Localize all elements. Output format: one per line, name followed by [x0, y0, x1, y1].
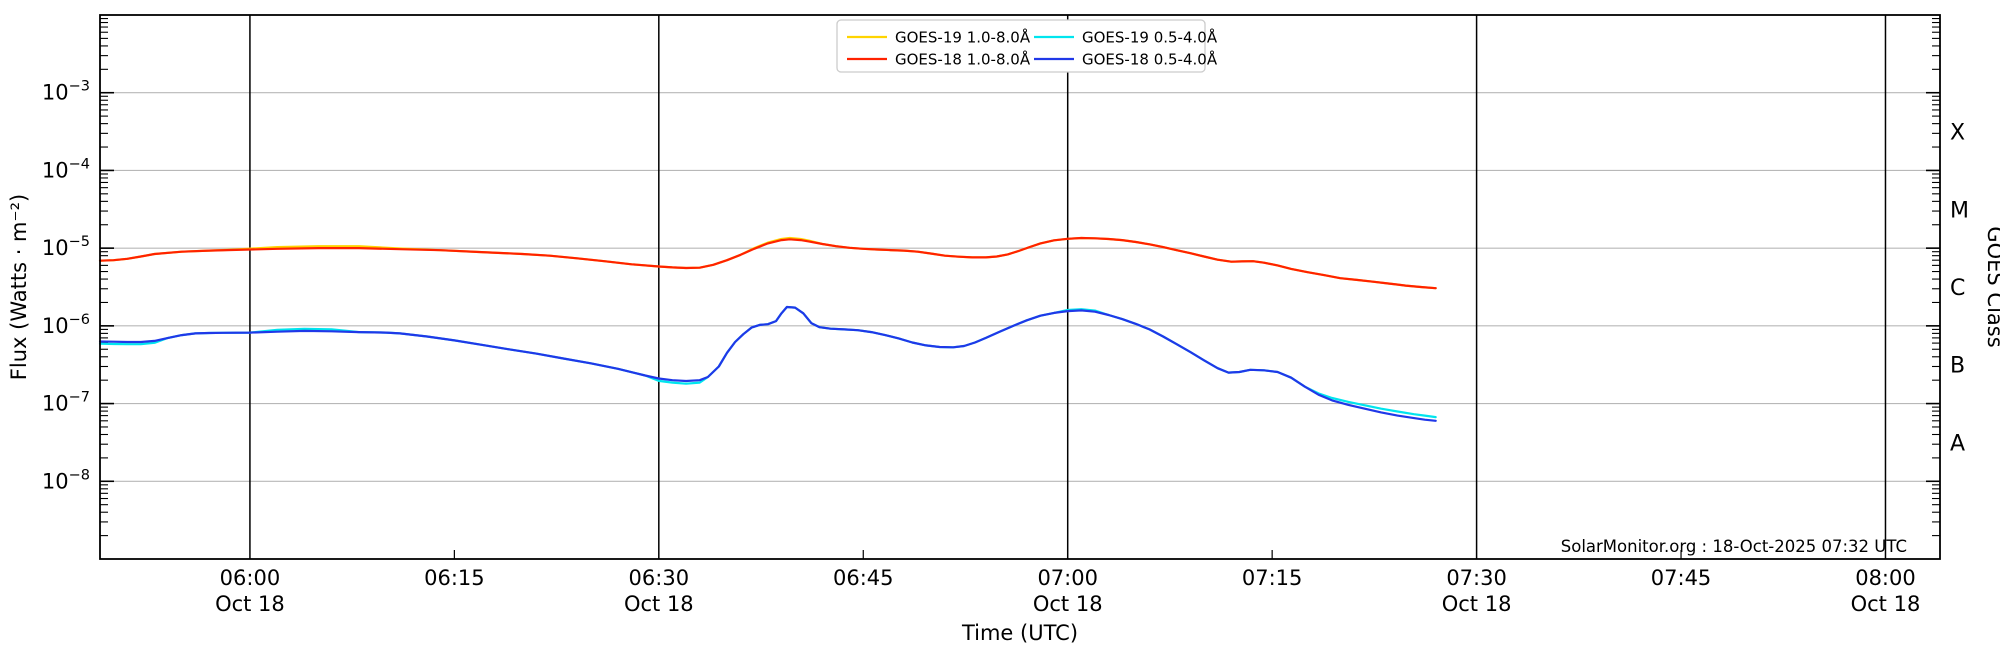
x-tick-time-label: 06:00	[220, 566, 281, 590]
x-tick-time-label: 06:15	[424, 566, 485, 590]
y-tick-label: 10−3	[42, 79, 90, 105]
series-goes-19-1.0-8.0-	[98, 236, 1437, 290]
y-axis-title: Flux (Watts · m⁻²)	[7, 194, 31, 380]
legend-label: GOES-19 1.0-8.0Å	[895, 28, 1031, 47]
goes-class-label: M	[1950, 198, 1969, 223]
x-tick-date-label: Oct 18	[1851, 592, 1921, 616]
legend-box	[836, 19, 1206, 73]
source-annotation: SolarMonitor.org : 18-Oct-2025 07:32 UTC	[1561, 537, 1907, 556]
series-goes-18-0.5-4.0-	[98, 305, 1437, 422]
x-tick-time-label: 07:30	[1446, 566, 1507, 590]
x-tick-date-label: Oct 18	[624, 592, 694, 616]
goes-class-label: C	[1950, 276, 1965, 301]
x-tick-time-label: 07:15	[1242, 566, 1303, 590]
legend-label: GOES-19 0.5-4.0Å	[1082, 28, 1218, 47]
x-tick-time-label: 06:45	[833, 566, 894, 590]
plot-series	[98, 236, 1437, 422]
x-tick-time-label: 08:00	[1855, 566, 1916, 590]
y-tick-label: 10−8	[42, 467, 90, 493]
y-tick-label: 10−5	[42, 234, 90, 260]
plot-underlay	[100, 15, 1940, 559]
goes-class-label: X	[1950, 121, 1965, 146]
goes-class-label: B	[1950, 354, 1965, 379]
x-tick-date-label: Oct 18	[1033, 592, 1103, 616]
y-tick-label: 10−7	[42, 390, 90, 416]
axes-spines	[99, 14, 1941, 560]
right-axis-title: GOES Class	[1983, 226, 2000, 347]
x-tick-date-label: Oct 18	[215, 592, 285, 616]
goes-class-label: A	[1950, 431, 1965, 456]
legend-label: GOES-18 1.0-8.0Å	[895, 50, 1031, 69]
y-tick-label: 10−6	[42, 312, 90, 338]
series-goes-18-1.0-8.0-	[98, 236, 1437, 290]
x-tick-time-label: 07:45	[1651, 566, 1712, 590]
y-tick-label: 10−4	[42, 156, 90, 182]
x-axis-title: Time (UTC)	[961, 621, 1078, 645]
x-tick-time-label: 06:30	[629, 566, 690, 590]
legend-label: GOES-18 0.5-4.0Å	[1082, 50, 1218, 69]
x-tick-time-label: 07:00	[1037, 566, 1098, 590]
x-tick-date-label: Oct 18	[1442, 592, 1512, 616]
